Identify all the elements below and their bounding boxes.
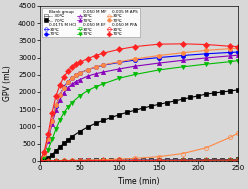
Legend: Blank group, — 30℃, — 70℃, 0.0175 M HCl, 30℃, 70℃, 0.050 M MF, 30℃, 70℃, 0.050 M: Blank group, — 30℃, — 70℃, 0.0175 M HCl,… xyxy=(42,8,140,37)
X-axis label: Time (min): Time (min) xyxy=(118,177,160,186)
Y-axis label: GPV (mL): GPV (mL) xyxy=(3,66,12,101)
